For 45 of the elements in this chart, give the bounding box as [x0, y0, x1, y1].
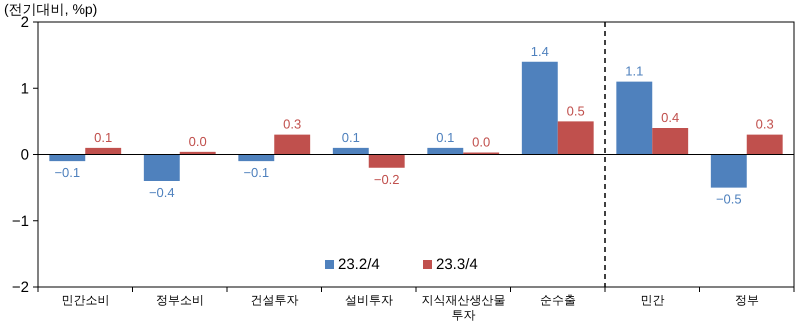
x-tick-label: 지식재산생산물 투자 [421, 293, 506, 322]
y-tick-label: −2 [12, 279, 29, 296]
data-label: 0.4 [661, 110, 680, 125]
bar [49, 154, 86, 162]
data-label: −0.2 [374, 172, 400, 187]
data-label: −0.5 [716, 192, 742, 207]
bar [427, 148, 464, 154]
legend-label: 23.2/4 [338, 256, 380, 273]
bar [274, 134, 310, 154]
x-tick-label: 건설투자 [250, 293, 298, 307]
x-tick-label: 민간소비 [61, 293, 110, 307]
bar [368, 154, 405, 168]
bar [522, 62, 558, 154]
bar [710, 154, 747, 188]
bar [746, 134, 783, 154]
data-label: 0.3 [283, 116, 302, 132]
y-tick-label: 1 [20, 80, 29, 98]
bar [652, 128, 688, 154]
bar [238, 154, 274, 162]
data-label: 0.3 [756, 116, 774, 132]
data-label: 0.1 [94, 130, 112, 145]
data-label: 0.5 [566, 103, 585, 118]
data-label: −0.1 [54, 165, 80, 180]
x-tick-label: 설비투자 [344, 293, 393, 307]
legend-label: 23.3/4 [436, 256, 478, 273]
x-tick-label: 민간 [640, 293, 664, 307]
bar [616, 82, 652, 154]
bar [144, 154, 180, 181]
data-label: 0.0 [472, 134, 490, 150]
x-tick-label: 정부소비 [156, 293, 204, 307]
x-tick-label: 정부 [734, 293, 759, 307]
data-label: −0.4 [148, 185, 175, 200]
y-tick-label: −1 [12, 212, 29, 230]
y-tick-label: 0 [20, 146, 29, 164]
bar [332, 148, 369, 154]
y-axis-title: (전기대비, %p) [4, 1, 98, 17]
data-label: 0.1 [342, 130, 360, 145]
data-label: 0.0 [188, 134, 207, 149]
data-label: 0.1 [436, 130, 454, 145]
bar [558, 121, 594, 154]
y-tick-label: 2 [20, 14, 29, 31]
data-label: 1.4 [530, 44, 549, 59]
x-tick-label: 순수출 [540, 293, 576, 307]
data-label: 1.1 [625, 64, 644, 79]
data-label: −0.1 [243, 165, 270, 180]
